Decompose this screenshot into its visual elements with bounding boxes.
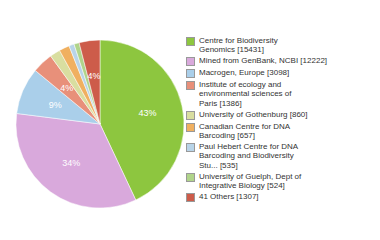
html-text:Mined from GenBank, NCBI [1222: Mined from GenBank, NCBI [12222] <box>199 56 328 66</box>
html-text:University of Gothenburg [860]: University of Gothenburg [860] <box>199 109 308 119</box>
svg-text:4%: 4% <box>60 83 73 93</box>
html-text:Centre for Biodiversity Genomi: Centre for Biodiversity Genomics [15431] <box>199 35 278 55</box>
html-text:Institute of ecology and envir: Institute of ecology and environmental s… <box>199 80 292 108</box>
html-text:University of Guelph, Dept of: University of Guelph, Dept of Integrativ… <box>199 171 302 190</box>
html-text:Paul Hebert Centre for DNA Bar: Paul Hebert Centre for DNA Barcoding and… <box>199 142 299 170</box>
svg-text:9%: 9% <box>49 100 62 110</box>
html-text:Macrogen, Europe [3098]: Macrogen, Europe [3098] <box>199 68 290 78</box>
svg-text:34%: 34% <box>62 158 80 168</box>
svg-text:4%: 4% <box>87 71 100 81</box>
html-text:41 Others [1307]: 41 Others [1307] <box>199 192 259 202</box>
html-text:Canadian Centre for DNA Barcod: Canadian Centre for DNA Barcoding [657] <box>199 121 291 140</box>
svg-text:43%: 43% <box>139 108 157 118</box>
